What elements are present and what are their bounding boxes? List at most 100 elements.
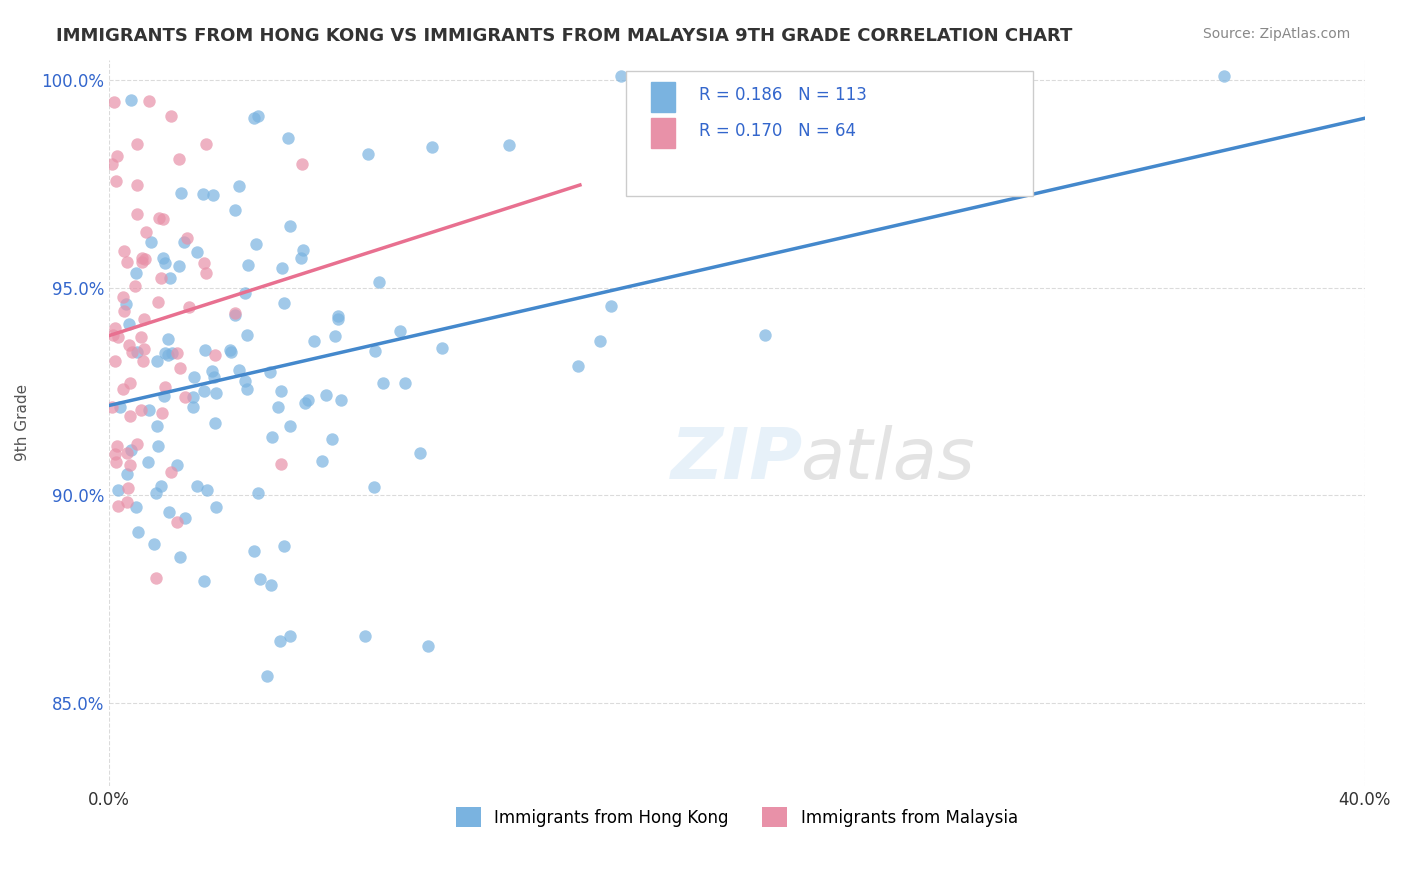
Immigrants from Malaysia — [104, 321, 127, 335]
Immigrants from Hong Kong — [235, 285, 257, 300]
Immigrants from Hong Kong — [204, 500, 226, 514]
Immigrants from Hong Kong — [409, 446, 432, 460]
Immigrants from Malaysia — [103, 95, 125, 110]
Immigrants from Hong Kong — [292, 243, 315, 257]
Immigrants from Malaysia — [118, 409, 141, 423]
Immigrants from Hong Kong — [228, 178, 250, 193]
Immigrants from Hong Kong — [136, 455, 159, 469]
Immigrants from Hong Kong — [120, 93, 142, 107]
Immigrants from Hong Kong — [224, 309, 246, 323]
Immigrants from Hong Kong — [353, 629, 375, 643]
Immigrants from Malaysia — [166, 346, 188, 360]
Immigrants from Malaysia — [193, 256, 215, 270]
Immigrants from Hong Kong — [156, 348, 179, 362]
Immigrants from Hong Kong — [754, 328, 776, 343]
Immigrants from Hong Kong — [280, 419, 302, 434]
Immigrants from Hong Kong — [166, 458, 188, 472]
Immigrants from Hong Kong — [388, 324, 411, 338]
Text: Source: ZipAtlas.com: Source: ZipAtlas.com — [1202, 27, 1350, 41]
Immigrants from Hong Kong — [329, 392, 352, 407]
Immigrants from Malaysia — [104, 447, 127, 461]
Immigrants from Hong Kong — [125, 500, 148, 515]
Immigrants from Hong Kong — [201, 364, 224, 378]
Immigrants from Hong Kong — [271, 261, 294, 276]
Immigrants from Hong Kong — [145, 485, 167, 500]
Immigrants from Hong Kong — [183, 390, 205, 404]
Immigrants from Hong Kong — [186, 479, 208, 493]
Immigrants from Malaysia — [150, 406, 173, 420]
Immigrants from Hong Kong — [160, 346, 183, 360]
Immigrants from Malaysia — [107, 499, 129, 513]
Immigrants from Hong Kong — [219, 345, 242, 359]
Immigrants from Malaysia — [177, 300, 200, 314]
Immigrants from Malaysia — [101, 156, 124, 170]
Immigrants from Hong Kong — [297, 393, 319, 408]
Immigrants from Hong Kong — [610, 69, 633, 83]
Immigrants from Hong Kong — [115, 296, 138, 310]
Immigrants from Hong Kong — [224, 203, 246, 218]
Immigrants from Hong Kong — [152, 251, 174, 265]
Immigrants from Malaysia — [174, 390, 197, 404]
Immigrants from Hong Kong — [218, 343, 240, 357]
Immigrants from Malaysia — [131, 403, 153, 417]
Immigrants from Malaysia — [160, 466, 183, 480]
Immigrants from Malaysia — [117, 446, 139, 460]
Immigrants from Malaysia — [152, 211, 174, 226]
Immigrants from Malaysia — [134, 252, 156, 267]
Immigrants from Hong Kong — [167, 259, 190, 273]
Immigrants from Hong Kong — [599, 299, 621, 313]
Immigrants from Hong Kong — [153, 388, 176, 402]
Immigrants from Hong Kong — [201, 188, 224, 202]
Immigrants from Hong Kong — [181, 401, 204, 415]
Immigrants from Hong Kong — [311, 454, 333, 468]
Text: R = 0.186   N = 113: R = 0.186 N = 113 — [699, 86, 866, 103]
Immigrants from Malaysia — [120, 376, 142, 390]
Immigrants from Malaysia — [125, 207, 148, 221]
Immigrants from Hong Kong — [146, 439, 169, 453]
Immigrants from Malaysia — [127, 178, 149, 193]
Immigrants from Hong Kong — [302, 334, 325, 348]
Immigrants from Hong Kong — [243, 111, 266, 125]
Immigrants from Malaysia — [131, 255, 153, 269]
Immigrants from Malaysia — [105, 455, 128, 469]
Immigrants from Hong Kong — [328, 312, 350, 326]
Text: IMMIGRANTS FROM HONG KONG VS IMMIGRANTS FROM MALAYSIA 9TH GRADE CORRELATION CHAR: IMMIGRANTS FROM HONG KONG VS IMMIGRANTS … — [56, 27, 1073, 45]
Immigrants from Malaysia — [167, 153, 190, 167]
Immigrants from Malaysia — [115, 494, 138, 508]
Immigrants from Hong Kong — [280, 219, 302, 233]
Immigrants from Hong Kong — [191, 186, 214, 201]
Immigrants from Malaysia — [105, 439, 128, 453]
Immigrants from Malaysia — [118, 458, 141, 472]
Immigrants from Hong Kong — [373, 376, 395, 391]
Immigrants from Hong Kong — [269, 633, 291, 648]
Immigrants from Malaysia — [194, 266, 217, 280]
Immigrants from Hong Kong — [193, 384, 215, 399]
Immigrants from Malaysia — [195, 136, 218, 151]
Immigrants from Hong Kong — [228, 363, 250, 377]
Immigrants from Hong Kong — [125, 266, 148, 280]
Immigrants from Hong Kong — [277, 131, 299, 145]
Immigrants from Malaysia — [118, 338, 141, 352]
Immigrants from Malaysia — [291, 157, 314, 171]
Immigrants from Hong Kong — [107, 483, 129, 497]
Immigrants from Hong Kong — [589, 334, 612, 348]
Immigrants from Malaysia — [129, 330, 152, 344]
Immigrants from Hong Kong — [173, 235, 195, 250]
Immigrants from Hong Kong — [236, 258, 259, 272]
Immigrants from Malaysia — [131, 251, 153, 265]
Immigrants from Malaysia — [160, 109, 183, 123]
Immigrants from Malaysia — [153, 380, 176, 394]
Immigrants from Hong Kong — [236, 382, 259, 396]
Immigrants from Hong Kong — [173, 511, 195, 525]
Immigrants from Hong Kong — [157, 505, 180, 519]
Immigrants from Hong Kong — [432, 341, 454, 355]
Immigrants from Hong Kong — [193, 343, 215, 357]
Immigrants from Hong Kong — [326, 309, 349, 323]
Immigrants from Malaysia — [132, 312, 155, 326]
Immigrants from Malaysia — [115, 255, 138, 269]
Immigrants from Hong Kong — [1212, 69, 1234, 83]
Text: atlas: atlas — [800, 425, 974, 493]
Immigrants from Hong Kong — [183, 370, 205, 384]
Immigrants from Malaysia — [270, 458, 292, 472]
Immigrants from Hong Kong — [262, 430, 284, 444]
